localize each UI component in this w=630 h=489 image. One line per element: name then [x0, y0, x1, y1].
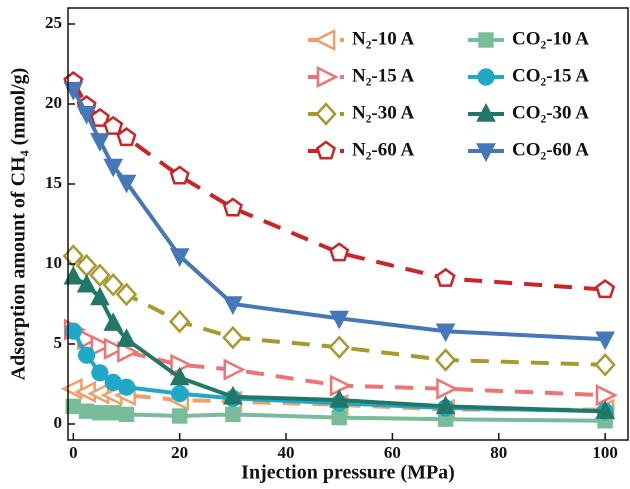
- legend-marker: [316, 65, 339, 89]
- data-point: [90, 286, 110, 306]
- data-point: [223, 296, 243, 315]
- data-point: [90, 334, 113, 357]
- data-point: [103, 115, 124, 135]
- data-point: [328, 335, 350, 359]
- data-point: [435, 323, 456, 343]
- data-point: [118, 406, 135, 423]
- legend-label: CO₂-15 A: [512, 65, 589, 86]
- data-point: [434, 348, 457, 372]
- legend-label: N₂-30 A: [352, 102, 414, 123]
- data-point: [116, 328, 137, 347]
- x-tick-label: 20: [171, 443, 188, 462]
- x-tick-label: 80: [490, 443, 507, 462]
- legend-label: N₂-10 A: [352, 28, 414, 49]
- data-point: [222, 197, 243, 217]
- data-point: [89, 263, 111, 287]
- data-point: [64, 322, 82, 340]
- data-point: [329, 389, 350, 408]
- legend-label: CO₂-10 A: [512, 28, 589, 49]
- legend-marker: [315, 140, 337, 160]
- y-tick-label: 20: [45, 93, 62, 112]
- data-point: [90, 133, 110, 152]
- x-tick-label: 60: [384, 443, 401, 462]
- y-tick-label: 0: [54, 413, 63, 432]
- data-point: [595, 331, 615, 351]
- legend-label: CO₂-60 A: [512, 139, 589, 160]
- y-axis-title: Adsorption amount of CH₄ (mmol/g): [8, 68, 30, 381]
- data-point: [89, 107, 110, 127]
- data-point: [76, 273, 97, 293]
- data-point: [594, 353, 616, 377]
- data-point: [171, 385, 189, 403]
- data-point: [223, 358, 246, 381]
- data-point: [116, 127, 137, 147]
- data-point: [103, 312, 124, 331]
- data-point: [595, 400, 615, 419]
- legend-label: N₂-15 A: [352, 65, 414, 86]
- data-point: [329, 374, 352, 397]
- data-point: [169, 165, 190, 185]
- data-point: [223, 385, 243, 405]
- data-point: [115, 282, 138, 307]
- data-point: [92, 405, 108, 421]
- x-axis-title: Injection pressure (MPa): [241, 462, 455, 484]
- data-point: [103, 337, 126, 360]
- legend-marker: [476, 103, 496, 122]
- data-point: [78, 346, 96, 364]
- x-tick-label: 100: [592, 443, 618, 462]
- data-point: [331, 409, 347, 426]
- data-point: [222, 325, 244, 350]
- data-point: [329, 242, 350, 262]
- plot-frame: [67, 7, 629, 441]
- data-point: [117, 340, 140, 364]
- data-point: [435, 395, 456, 415]
- data-point: [169, 248, 190, 267]
- data-point: [105, 405, 121, 421]
- data-point: [63, 265, 84, 285]
- y-tick-label: 5: [54, 333, 63, 352]
- legend-marker: [315, 102, 337, 126]
- data-point: [171, 408, 188, 424]
- data-point: [103, 158, 124, 178]
- legend-marker: [478, 32, 494, 48]
- series-line: [71, 88, 606, 342]
- data-point: [595, 279, 616, 299]
- series-line: [72, 254, 606, 367]
- data-point: [225, 406, 241, 423]
- data-point: [169, 366, 190, 386]
- legend-label: N₂-60 A: [352, 139, 414, 160]
- data-point: [168, 309, 191, 334]
- data-point: [78, 403, 95, 419]
- series-line: [71, 330, 606, 414]
- y-tick-label: 10: [45, 253, 62, 272]
- data-point: [102, 273, 124, 297]
- data-point: [329, 310, 350, 330]
- legend-marker: [313, 28, 336, 52]
- legend-label: CO₂-30 A: [512, 102, 589, 123]
- plot-area: [60, 71, 618, 429]
- legend-marker: [477, 68, 495, 86]
- data-point: [117, 378, 136, 396]
- data-point: [595, 384, 618, 407]
- data-point: [435, 267, 456, 287]
- data-point: [60, 377, 83, 400]
- y-tick-label: 15: [45, 173, 62, 192]
- data-point: [76, 105, 97, 125]
- data-point: [116, 174, 137, 194]
- data-point: [91, 364, 109, 382]
- data-point: [63, 81, 84, 101]
- y-tick-label: 25: [45, 13, 62, 32]
- legend-marker: [476, 143, 496, 162]
- x-tick-label: 40: [278, 443, 295, 462]
- data-point: [436, 377, 459, 400]
- x-tick-label: 0: [69, 443, 78, 462]
